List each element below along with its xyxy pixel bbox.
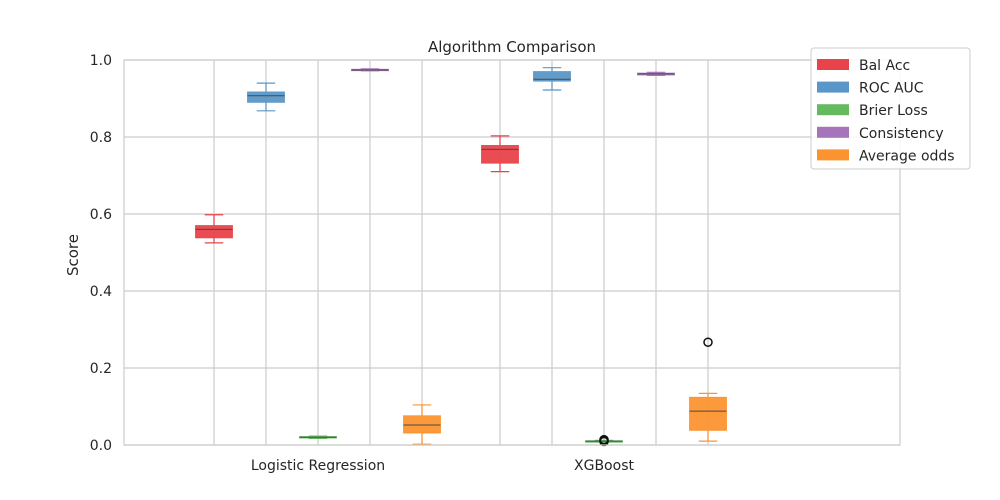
y-axis-label: Score xyxy=(64,234,82,276)
legend-swatch xyxy=(817,126,849,138)
box-body xyxy=(533,71,571,82)
plot-background xyxy=(124,60,900,445)
legend-label: Bal Acc xyxy=(859,58,910,74)
legend-swatch xyxy=(817,59,849,70)
x-tick-label: Logistic Regression xyxy=(251,458,385,474)
legend-label: Consistency xyxy=(859,126,944,142)
y-tick-layer: 0.0 0.2 0.4 0.6 0.8 1.0 xyxy=(90,53,112,454)
x-tick-layer: Logistic Regression XGBoost xyxy=(251,458,635,474)
y-tick-label: 0.8 xyxy=(90,130,112,146)
box-body xyxy=(481,145,519,164)
legend-swatch xyxy=(817,104,849,116)
y-tick-label: 0.4 xyxy=(90,284,112,300)
y-tick-label: 0.6 xyxy=(90,207,112,223)
box-body xyxy=(247,91,285,103)
chart-title: Algorithm Comparison xyxy=(428,38,596,56)
legend-label: ROC AUC xyxy=(859,81,924,97)
legend-swatch xyxy=(817,149,849,161)
legend-label: Average odds xyxy=(859,148,955,164)
plot-frame xyxy=(123,59,901,446)
box-body xyxy=(403,415,441,434)
x-tick-label: XGBoost xyxy=(574,458,634,474)
y-tick-label: 0.2 xyxy=(90,361,112,377)
box-outlier xyxy=(599,434,609,445)
box-outlier xyxy=(703,337,713,347)
legend-frame xyxy=(810,47,971,170)
box-body xyxy=(689,396,727,431)
y-tick-label: 1.0 xyxy=(90,53,112,69)
box-layer xyxy=(195,67,727,447)
box-body xyxy=(195,225,233,239)
legend: Bal Acc ROC AUC Brier Loss Consistency Avera… xyxy=(810,47,971,170)
legend-swatch xyxy=(817,81,849,93)
y-tick-label: 0.0 xyxy=(90,438,112,454)
legend-label: Brier Loss xyxy=(859,103,928,119)
